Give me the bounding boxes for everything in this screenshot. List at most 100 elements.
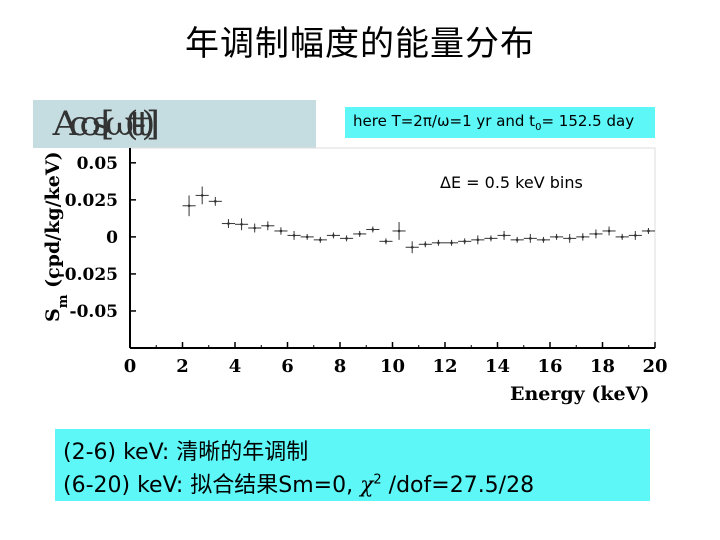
summary-line-2: (6-20) keV: 拟合结果Sm=0, χ2 /dof=27.5/28 xyxy=(63,472,535,498)
point-marker xyxy=(358,232,361,236)
data-point xyxy=(471,235,485,245)
x-tick-label: 8 xyxy=(334,356,347,377)
data-point xyxy=(563,233,577,243)
point-marker xyxy=(292,234,296,237)
point-marker xyxy=(476,238,480,242)
data-point xyxy=(340,235,354,242)
point-marker xyxy=(266,224,270,228)
data-point xyxy=(497,230,511,240)
data-point xyxy=(221,219,235,228)
data-point xyxy=(248,223,262,233)
point-marker xyxy=(253,226,256,230)
y-tick-label: 0.025 xyxy=(65,191,118,211)
data-point xyxy=(261,221,275,231)
data-point xyxy=(615,233,629,240)
point-marker xyxy=(319,238,322,242)
data-point xyxy=(326,232,340,239)
point-marker xyxy=(424,242,427,246)
point-marker xyxy=(542,238,545,242)
bins-annotation: ΔE = 0.5 keV bins xyxy=(440,173,583,192)
data-point xyxy=(484,235,498,242)
data-point xyxy=(274,227,288,235)
data-point xyxy=(589,229,603,239)
point-marker xyxy=(555,235,558,239)
point-marker xyxy=(647,229,650,233)
slide-title: 年调制幅度的能量分布 xyxy=(185,24,535,64)
data-point xyxy=(550,233,564,240)
x-tick-label: 16 xyxy=(537,356,562,377)
data-point xyxy=(628,230,642,240)
x-ticks: 0 2 4 6 8 10 12 14 16 18 20 xyxy=(124,342,668,377)
data-point xyxy=(576,233,590,241)
point-marker xyxy=(489,237,493,240)
data-point xyxy=(536,236,550,243)
x-tick-label: 18 xyxy=(590,356,615,377)
y-tick-label: 0.05 xyxy=(77,154,118,174)
x-tick-label: 12 xyxy=(432,356,457,377)
point-marker xyxy=(410,245,414,249)
data-point xyxy=(287,230,301,240)
point-marker xyxy=(214,200,217,203)
point-marker xyxy=(463,240,466,243)
y-ticks: 0.05 0.025 0 -0.025 -0.05 xyxy=(58,154,136,322)
data-point xyxy=(392,222,406,240)
data-point xyxy=(353,230,367,237)
x-tick-label: 14 xyxy=(485,356,510,377)
data-point xyxy=(641,228,655,234)
x-tick-label: 10 xyxy=(380,356,405,377)
data-point xyxy=(602,226,616,236)
point-marker xyxy=(529,237,532,240)
point-marker xyxy=(437,241,440,245)
data-point xyxy=(195,186,209,205)
point-marker xyxy=(240,222,243,226)
point-marker xyxy=(279,229,283,233)
point-marker xyxy=(371,228,375,231)
data-point xyxy=(458,238,472,245)
data-point xyxy=(405,241,419,254)
summary-line-1: (2-6) keV: 清晰的年调制 xyxy=(63,440,309,465)
y-tick-label: -0.025 xyxy=(58,265,118,285)
period-note: here T=2π/ω=1 yr and t0= 152.5 day xyxy=(353,112,635,133)
data-point xyxy=(235,218,249,231)
data-point xyxy=(379,238,393,245)
x-tick-label: 4 xyxy=(229,356,242,377)
point-marker xyxy=(187,204,191,208)
point-marker xyxy=(594,232,598,236)
x-tick-label: 20 xyxy=(642,356,667,377)
y-tick-label: -0.05 xyxy=(70,302,118,322)
point-marker xyxy=(345,237,348,240)
x-tick-label: 6 xyxy=(281,356,294,377)
data-point xyxy=(208,196,222,206)
data-points xyxy=(182,186,655,254)
formula-image: Acos[ω(t-t)] xyxy=(33,100,316,148)
data-point xyxy=(418,241,432,248)
point-marker xyxy=(607,229,611,233)
y-axis-label: Sm (cpd/kg/keV) xyxy=(42,151,71,322)
point-marker xyxy=(305,235,309,239)
y-tick-label: 0 xyxy=(106,228,118,248)
data-point xyxy=(300,233,314,240)
point-marker xyxy=(227,222,230,225)
x-tick-label: 0 xyxy=(124,356,137,377)
point-marker xyxy=(620,235,624,239)
formula-glyphs: Acos[ω(t-t)] xyxy=(52,104,161,144)
data-point xyxy=(431,239,445,246)
point-marker xyxy=(515,238,519,242)
data-point xyxy=(366,226,380,233)
point-marker xyxy=(332,234,335,237)
point-marker xyxy=(384,240,388,243)
point-marker xyxy=(450,241,453,245)
point-marker xyxy=(581,235,585,239)
data-point xyxy=(182,195,196,217)
point-marker xyxy=(568,237,571,240)
data-point xyxy=(445,239,459,246)
x-axis-label: Energy (keV) xyxy=(510,383,649,405)
summary-box: (2-6) keV: 清晰的年调制 (6-20) keV: 拟合结果Sm=0, … xyxy=(55,429,650,501)
point-marker xyxy=(502,234,506,237)
x-tick-label: 2 xyxy=(176,356,189,377)
data-point xyxy=(510,236,524,243)
data-point xyxy=(523,233,537,243)
data-point xyxy=(313,236,327,243)
point-marker xyxy=(634,234,637,237)
